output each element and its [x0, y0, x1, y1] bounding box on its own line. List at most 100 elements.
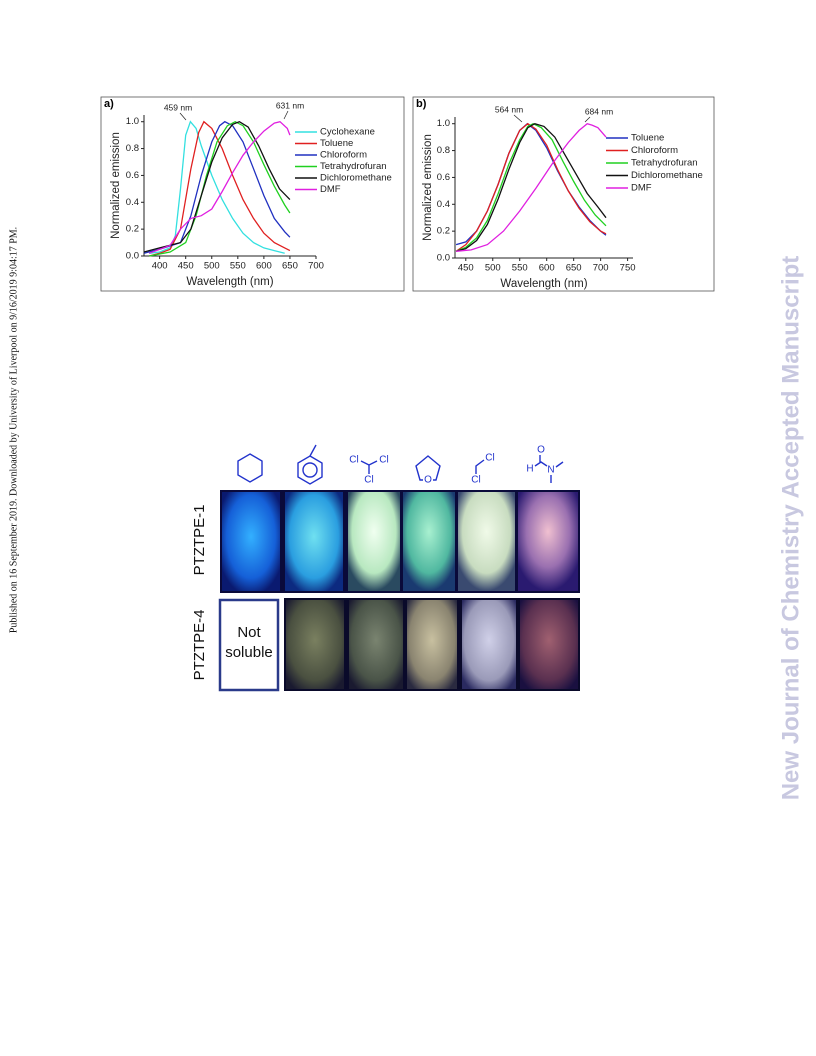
x-tick-label: 400	[152, 261, 168, 272]
series-line	[455, 122, 607, 252]
series-line	[455, 122, 607, 252]
vial-photo	[349, 600, 403, 689]
series-line	[143, 120, 291, 254]
methyl	[309, 444, 317, 457]
series-line	[149, 120, 291, 257]
panel-frame	[412, 96, 715, 292]
bond	[555, 461, 564, 468]
photo-grid: Not soluble PTZTPE-1 PTZTPE-4	[191, 490, 580, 692]
x-axis-label: Wavelength (nm)	[500, 278, 587, 290]
legend-label: Toluene	[320, 138, 353, 149]
x-tick-label: 500	[204, 261, 220, 272]
x-tick-label: 450	[458, 263, 474, 274]
panel-frame	[100, 96, 405, 292]
legend-label: Tetrahydrofuran	[631, 158, 698, 169]
y-tick-label: 0.8	[126, 143, 139, 154]
panel-label: a)	[104, 98, 114, 110]
not-soluble-text: Not	[237, 624, 261, 641]
vial-photo	[518, 492, 578, 591]
vial-photo	[462, 600, 516, 689]
legend-label: Tetrahydrofuran	[320, 161, 387, 172]
atom: Cl	[364, 475, 373, 486]
toluene-ring	[302, 462, 318, 478]
annotation-arrow	[584, 116, 591, 123]
y-tick-label: 0.6	[437, 172, 450, 183]
sidebar-text: Published on 16 September 2019. Download…	[8, 227, 19, 633]
series-line	[149, 120, 291, 257]
y-tick-label: 0.6	[126, 170, 139, 181]
series-line	[143, 120, 291, 253]
atom: O	[424, 475, 432, 486]
y-tick-label: 0.0	[437, 253, 450, 264]
atom: Cl	[485, 453, 494, 464]
x-tick-label: 600	[539, 263, 555, 274]
legend-label: DMF	[631, 183, 652, 194]
atom: O	[537, 445, 545, 456]
annotation: 459 nm	[164, 102, 192, 112]
not-soluble-box	[218, 598, 280, 692]
x-tick-label: 450	[178, 261, 194, 272]
y-tick-label: 0.4	[437, 199, 450, 210]
watermark: New Journal of Chemistry Accepted Manusc…	[777, 256, 804, 801]
vial-photo	[520, 600, 578, 689]
y-axis-label: Normalized emission	[422, 134, 434, 241]
y-tick-label: 0.4	[126, 197, 139, 208]
atom: Cl	[349, 455, 358, 466]
series-line	[455, 122, 607, 252]
x-tick-label: 750	[620, 263, 636, 274]
x-tick-label: 500	[485, 263, 501, 274]
cyclohexane	[237, 453, 263, 483]
vial-photo	[407, 600, 457, 689]
vial-photo	[286, 600, 344, 689]
panel-label: b)	[416, 98, 427, 110]
x-tick-label: 650	[282, 261, 298, 272]
y-axis-label: Normalized emission	[110, 132, 122, 239]
annotation: 684 nm	[585, 106, 613, 116]
row-label: PTZTPE-1	[191, 505, 208, 576]
x-axis-label: Wavelength (nm)	[186, 276, 273, 288]
legend-label: Dichloromethane	[631, 170, 703, 181]
x-tick-label: 550	[512, 263, 528, 274]
not-soluble-text: soluble	[225, 644, 273, 661]
annotation-arrow	[283, 110, 289, 120]
vial-photo	[285, 492, 343, 591]
atom: Cl	[471, 475, 480, 486]
y-tick-label: 0.8	[437, 145, 450, 156]
x-tick-label: 550	[230, 261, 246, 272]
series-line	[456, 122, 607, 252]
series-line	[148, 120, 291, 254]
x-tick-label: 700	[308, 261, 324, 272]
vial-photo	[403, 492, 455, 591]
legend-label: Toluene	[631, 133, 664, 144]
bond	[360, 460, 378, 466]
legend-label: Chloroform	[320, 150, 367, 161]
toluene	[297, 455, 323, 485]
y-tick-label: 1.0	[437, 118, 450, 129]
vial-photo	[458, 492, 515, 591]
y-tick-label: 0.2	[437, 226, 450, 237]
vial-photo	[222, 492, 280, 591]
legend-label: DMF	[320, 184, 341, 195]
atom: Cl	[379, 455, 388, 466]
solvent-structures: Cl Cl Cl O Cl Cl O H N	[237, 444, 564, 486]
y-tick-label: 0.0	[126, 251, 139, 262]
bond	[534, 461, 548, 467]
vial-photo	[348, 492, 400, 591]
x-tick-label: 700	[593, 263, 609, 274]
atom: N	[547, 465, 554, 476]
y-tick-label: 1.0	[126, 116, 139, 127]
atom-bg	[423, 475, 433, 485]
annotation: 631 nm	[276, 100, 304, 110]
legend-label: Chloroform	[631, 145, 678, 156]
row-label: PTZTPE-4	[191, 610, 208, 681]
atom: H	[526, 464, 533, 475]
annotation-arrow	[513, 114, 523, 123]
legend-label: Cyclohexane	[320, 127, 375, 138]
annotation: 564 nm	[495, 104, 523, 114]
legend-label: Dichloromethane	[320, 173, 392, 184]
bond	[475, 459, 485, 474]
annotation-arrow	[179, 112, 187, 121]
x-tick-label: 650	[566, 263, 582, 274]
x-tick-label: 600	[256, 261, 272, 272]
